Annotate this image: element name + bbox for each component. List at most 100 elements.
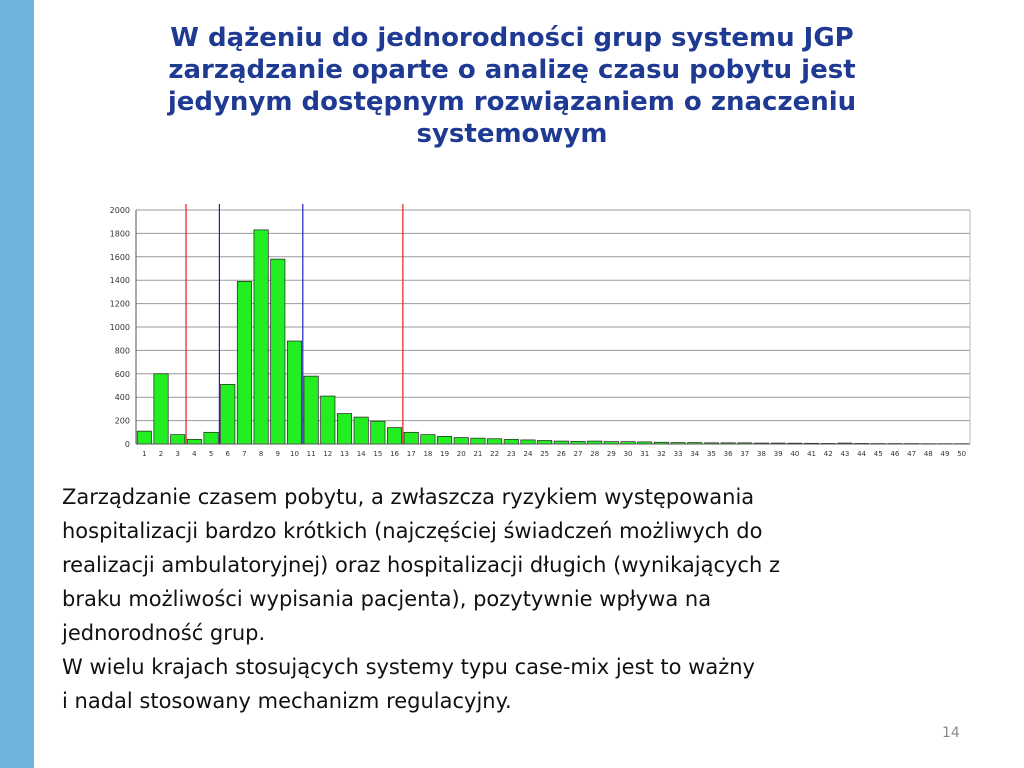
x-tick-label: 14 xyxy=(357,450,366,458)
body-line: Zarządzanie czasem pobytu, a zwłaszcza r… xyxy=(62,485,755,509)
left-accent-bar xyxy=(0,0,34,768)
x-tick-label: 48 xyxy=(924,450,933,458)
bar xyxy=(186,438,202,445)
x-tick-label: 13 xyxy=(340,450,349,458)
y-tick-label: 2000 xyxy=(110,206,130,215)
x-tick-label: 42 xyxy=(824,450,833,458)
x-tick-label: 17 xyxy=(407,450,416,458)
x-tick-label: 22 xyxy=(490,450,499,458)
x-tick-label: 24 xyxy=(524,450,533,458)
y-tick-label: 400 xyxy=(115,393,130,402)
x-tick-label: 41 xyxy=(807,450,816,458)
x-tick-label: 3 xyxy=(175,450,179,458)
x-tick-label: 7 xyxy=(242,450,246,458)
bar xyxy=(203,431,219,445)
x-tick-label: 2 xyxy=(159,450,163,458)
body-line: hospitalizacji bardzo krótkich (najczęśc… xyxy=(62,519,763,543)
x-tick-label: 6 xyxy=(226,450,231,458)
x-tick-label: 4 xyxy=(192,450,197,458)
bar xyxy=(236,281,252,445)
bar xyxy=(270,258,286,445)
bar xyxy=(353,416,369,445)
x-tick-label: 39 xyxy=(774,450,783,458)
bar xyxy=(470,437,486,445)
x-tick-label: 27 xyxy=(574,450,583,458)
y-tick-label: 1400 xyxy=(110,276,130,285)
title-line: zarządzanie oparte o analizę czasu pobyt… xyxy=(168,55,856,85)
x-tick-label: 30 xyxy=(624,450,633,458)
x-tick-label: 8 xyxy=(259,450,263,458)
body-line: braku możliwości wypisania pacjenta), po… xyxy=(62,587,712,611)
y-tick-label: 0 xyxy=(125,440,130,449)
x-tick-label: 38 xyxy=(757,450,766,458)
x-tick-label: 21 xyxy=(473,450,482,458)
x-tick-label: 40 xyxy=(790,450,799,458)
x-tick-label: 31 xyxy=(640,450,649,458)
y-tick-label: 600 xyxy=(115,370,130,379)
x-tick-label: 37 xyxy=(740,450,749,458)
x-tick-label: 20 xyxy=(457,450,466,458)
y-tick-label: 1000 xyxy=(110,323,130,332)
x-tick-label: 46 xyxy=(890,450,899,458)
bar xyxy=(537,440,553,445)
x-tick-label: 10 xyxy=(290,450,299,458)
x-tick-label: 32 xyxy=(657,450,666,458)
bar xyxy=(453,437,469,445)
bar xyxy=(220,383,236,445)
y-tick-label: 200 xyxy=(115,417,130,426)
bar xyxy=(387,427,403,445)
x-tick-label: 12 xyxy=(323,450,332,458)
title-line: W dążeniu do jednorodności grup systemu … xyxy=(170,23,854,53)
x-tick-label: 26 xyxy=(557,450,566,458)
bar xyxy=(170,434,186,445)
x-tick-label: 18 xyxy=(423,450,432,458)
bar xyxy=(336,413,353,445)
x-tick-label: 44 xyxy=(857,450,866,458)
bar xyxy=(420,434,436,445)
bar xyxy=(153,373,169,445)
x-tick-label: 34 xyxy=(690,450,699,458)
x-tick-label: 29 xyxy=(607,450,616,458)
marker-layer xyxy=(185,204,404,444)
x-tick-label: 25 xyxy=(540,450,549,458)
x-tick-labels: 1 2 3 4 5 6 7 8 9 10 11 12 13 14 15 16 17 18 19 20 21 22 23 24 2… xyxy=(142,450,966,458)
body-line: W wielu krajach stosujących systemy typu… xyxy=(62,655,755,679)
x-tick-label: 15 xyxy=(373,450,382,458)
bar xyxy=(253,229,269,445)
x-tick-label: 43 xyxy=(840,450,849,458)
x-tick-label: 16 xyxy=(390,450,399,458)
bar xyxy=(136,430,152,445)
bar xyxy=(286,340,302,445)
x-tick-label: 49 xyxy=(941,450,950,458)
title-line: systemowym xyxy=(416,119,608,149)
x-tick-label: 5 xyxy=(209,450,213,458)
bar xyxy=(403,431,419,445)
title-line: jedynym dostępnym rozwiązaniem o znaczen… xyxy=(167,87,857,117)
axis-layer xyxy=(135,210,971,445)
bar-layer xyxy=(136,229,970,445)
bar xyxy=(520,439,536,445)
bar xyxy=(487,438,503,445)
x-tick-label: 45 xyxy=(874,450,883,458)
y-tick-label: 1800 xyxy=(110,229,130,238)
slide-body-text: Zarządzanie czasem pobytu, a zwłaszcza r… xyxy=(62,480,972,718)
x-tick-label: 1 xyxy=(142,450,146,458)
x-tick-label: 19 xyxy=(440,450,449,458)
x-tick-label: 9 xyxy=(276,450,280,458)
bar xyxy=(503,438,519,445)
y-tick-label: 1600 xyxy=(110,253,130,262)
bar xyxy=(437,436,453,445)
body-line: jednorodność grup. xyxy=(62,621,266,645)
x-tick-label: 23 xyxy=(507,450,516,458)
x-tick-label: 11 xyxy=(307,450,316,458)
x-tick-label: 47 xyxy=(907,450,916,458)
x-tick-label: 50 xyxy=(957,450,966,458)
x-tick-label: 28 xyxy=(590,450,599,458)
y-tick-label: 800 xyxy=(115,346,130,355)
bar xyxy=(320,395,336,445)
bar xyxy=(370,420,386,445)
y-tick-label: 1200 xyxy=(110,300,130,309)
y-tick-labels: 0 200 400 600 800 1000 1200 1400 1600 1800 2000 xyxy=(110,206,130,449)
